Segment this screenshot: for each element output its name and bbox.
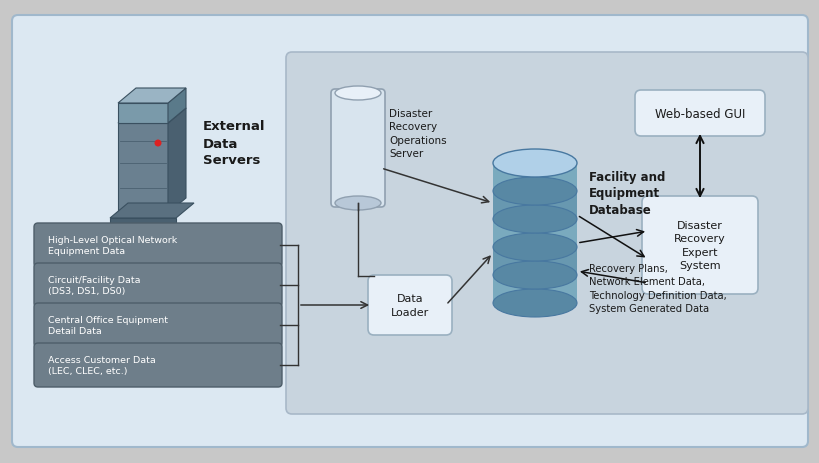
FancyBboxPatch shape — [34, 263, 282, 307]
Polygon shape — [168, 109, 186, 213]
Ellipse shape — [492, 262, 577, 289]
FancyBboxPatch shape — [331, 90, 385, 207]
Text: Access Customer Data
(LEC, CLEC, etc.): Access Customer Data (LEC, CLEC, etc.) — [48, 355, 156, 375]
Text: Disaster
Recovery
Expert
System: Disaster Recovery Expert System — [673, 221, 725, 270]
FancyBboxPatch shape — [12, 16, 807, 447]
Ellipse shape — [335, 87, 381, 101]
FancyBboxPatch shape — [286, 53, 807, 414]
Polygon shape — [492, 247, 577, 275]
Polygon shape — [110, 219, 176, 232]
FancyBboxPatch shape — [34, 224, 282, 268]
FancyBboxPatch shape — [34, 343, 282, 387]
Polygon shape — [492, 275, 577, 303]
Text: Circuit/Facility Data
(DS3, DS1, DS0): Circuit/Facility Data (DS3, DS1, DS0) — [48, 275, 140, 295]
Polygon shape — [492, 163, 577, 192]
Circle shape — [154, 140, 161, 147]
Ellipse shape — [492, 233, 577, 262]
Text: External
Data
Servers: External Data Servers — [203, 120, 265, 167]
FancyBboxPatch shape — [368, 275, 451, 335]
Polygon shape — [118, 89, 186, 104]
Polygon shape — [118, 124, 168, 213]
Ellipse shape — [492, 206, 577, 233]
FancyBboxPatch shape — [641, 197, 757, 294]
Ellipse shape — [492, 178, 577, 206]
Polygon shape — [118, 104, 168, 124]
Text: Disaster
Recovery
Operations
Server: Disaster Recovery Operations Server — [388, 109, 446, 158]
Text: Data
Loader: Data Loader — [391, 294, 428, 317]
Text: Central Office Equipment
Detail Data: Central Office Equipment Detail Data — [48, 315, 168, 335]
Polygon shape — [110, 204, 194, 219]
Text: Recovery Plans,
Network Element Data,
Technology Definition Data,
System Generat: Recovery Plans, Network Element Data, Te… — [588, 263, 726, 313]
Text: Facility and
Equipment
Database: Facility and Equipment Database — [588, 170, 664, 217]
Ellipse shape — [335, 197, 381, 211]
Polygon shape — [492, 219, 577, 247]
Polygon shape — [492, 192, 577, 219]
Text: Web-based GUI: Web-based GUI — [654, 107, 744, 120]
Ellipse shape — [492, 289, 577, 317]
Polygon shape — [118, 109, 186, 124]
Ellipse shape — [492, 150, 577, 178]
FancyBboxPatch shape — [634, 91, 764, 137]
Polygon shape — [168, 89, 186, 124]
FancyBboxPatch shape — [34, 303, 282, 347]
Text: High-Level Optical Network
Equipment Data: High-Level Optical Network Equipment Dat… — [48, 236, 177, 256]
